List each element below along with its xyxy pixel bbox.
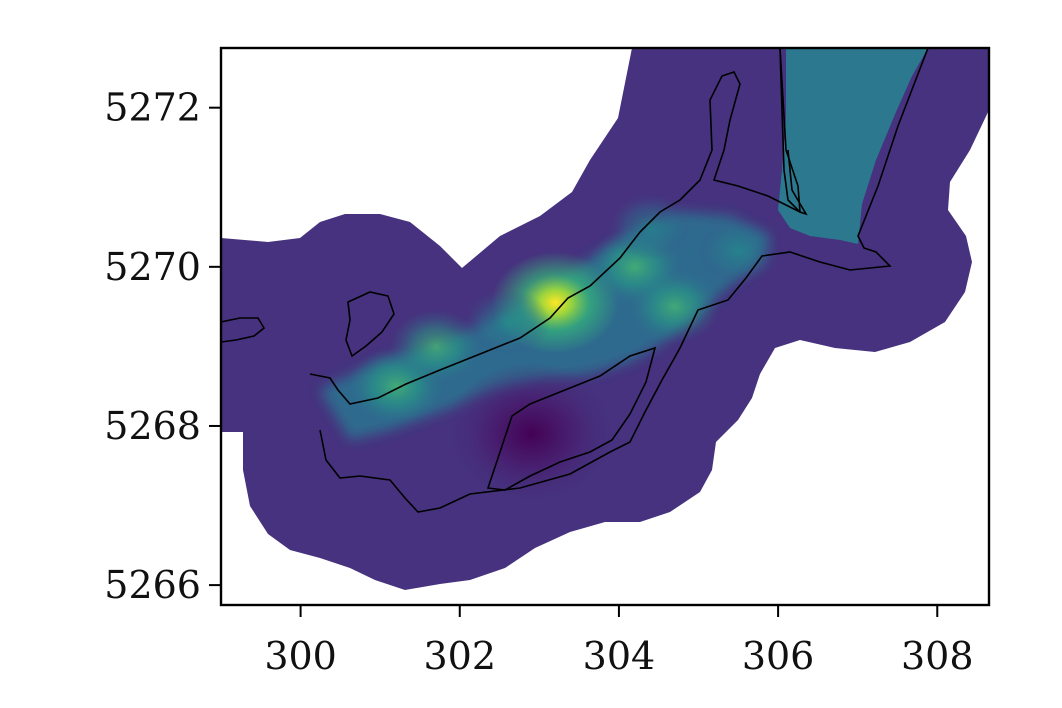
hotspot-layer <box>348 193 781 506</box>
southern-coastline <box>319 48 929 513</box>
y-tick-label: 5268 <box>104 404 201 448</box>
x-tick-label: 300 <box>264 634 337 678</box>
northeast-region <box>778 48 928 244</box>
inner-lagoon <box>486 346 657 491</box>
west-peninsula <box>221 317 266 343</box>
x-tick-label: 306 <box>742 634 815 678</box>
river-inlet <box>779 48 808 216</box>
x-tick-label: 308 <box>901 634 974 678</box>
x-tick-label: 304 <box>583 634 656 678</box>
x-axis: 300 302 304 306 308 <box>264 605 974 678</box>
hotspot <box>609 193 693 261</box>
y-axis: 5266 5268 5270 5272 <box>104 86 221 607</box>
plot-area <box>221 48 989 590</box>
y-tick-label: 5270 <box>104 245 201 289</box>
plot-frame <box>219 46 991 607</box>
main-coastline <box>309 48 801 405</box>
coastline-outlines <box>221 48 929 513</box>
x-tick-label: 302 <box>423 634 496 678</box>
hotspot <box>390 309 482 384</box>
hotspot <box>696 217 781 285</box>
small-island <box>345 291 395 358</box>
hotspot <box>464 288 551 357</box>
y-tick-label: 5272 <box>104 86 201 130</box>
y-tick-label: 5266 <box>104 563 201 607</box>
hotspot <box>628 269 721 344</box>
coldspot <box>443 362 619 506</box>
